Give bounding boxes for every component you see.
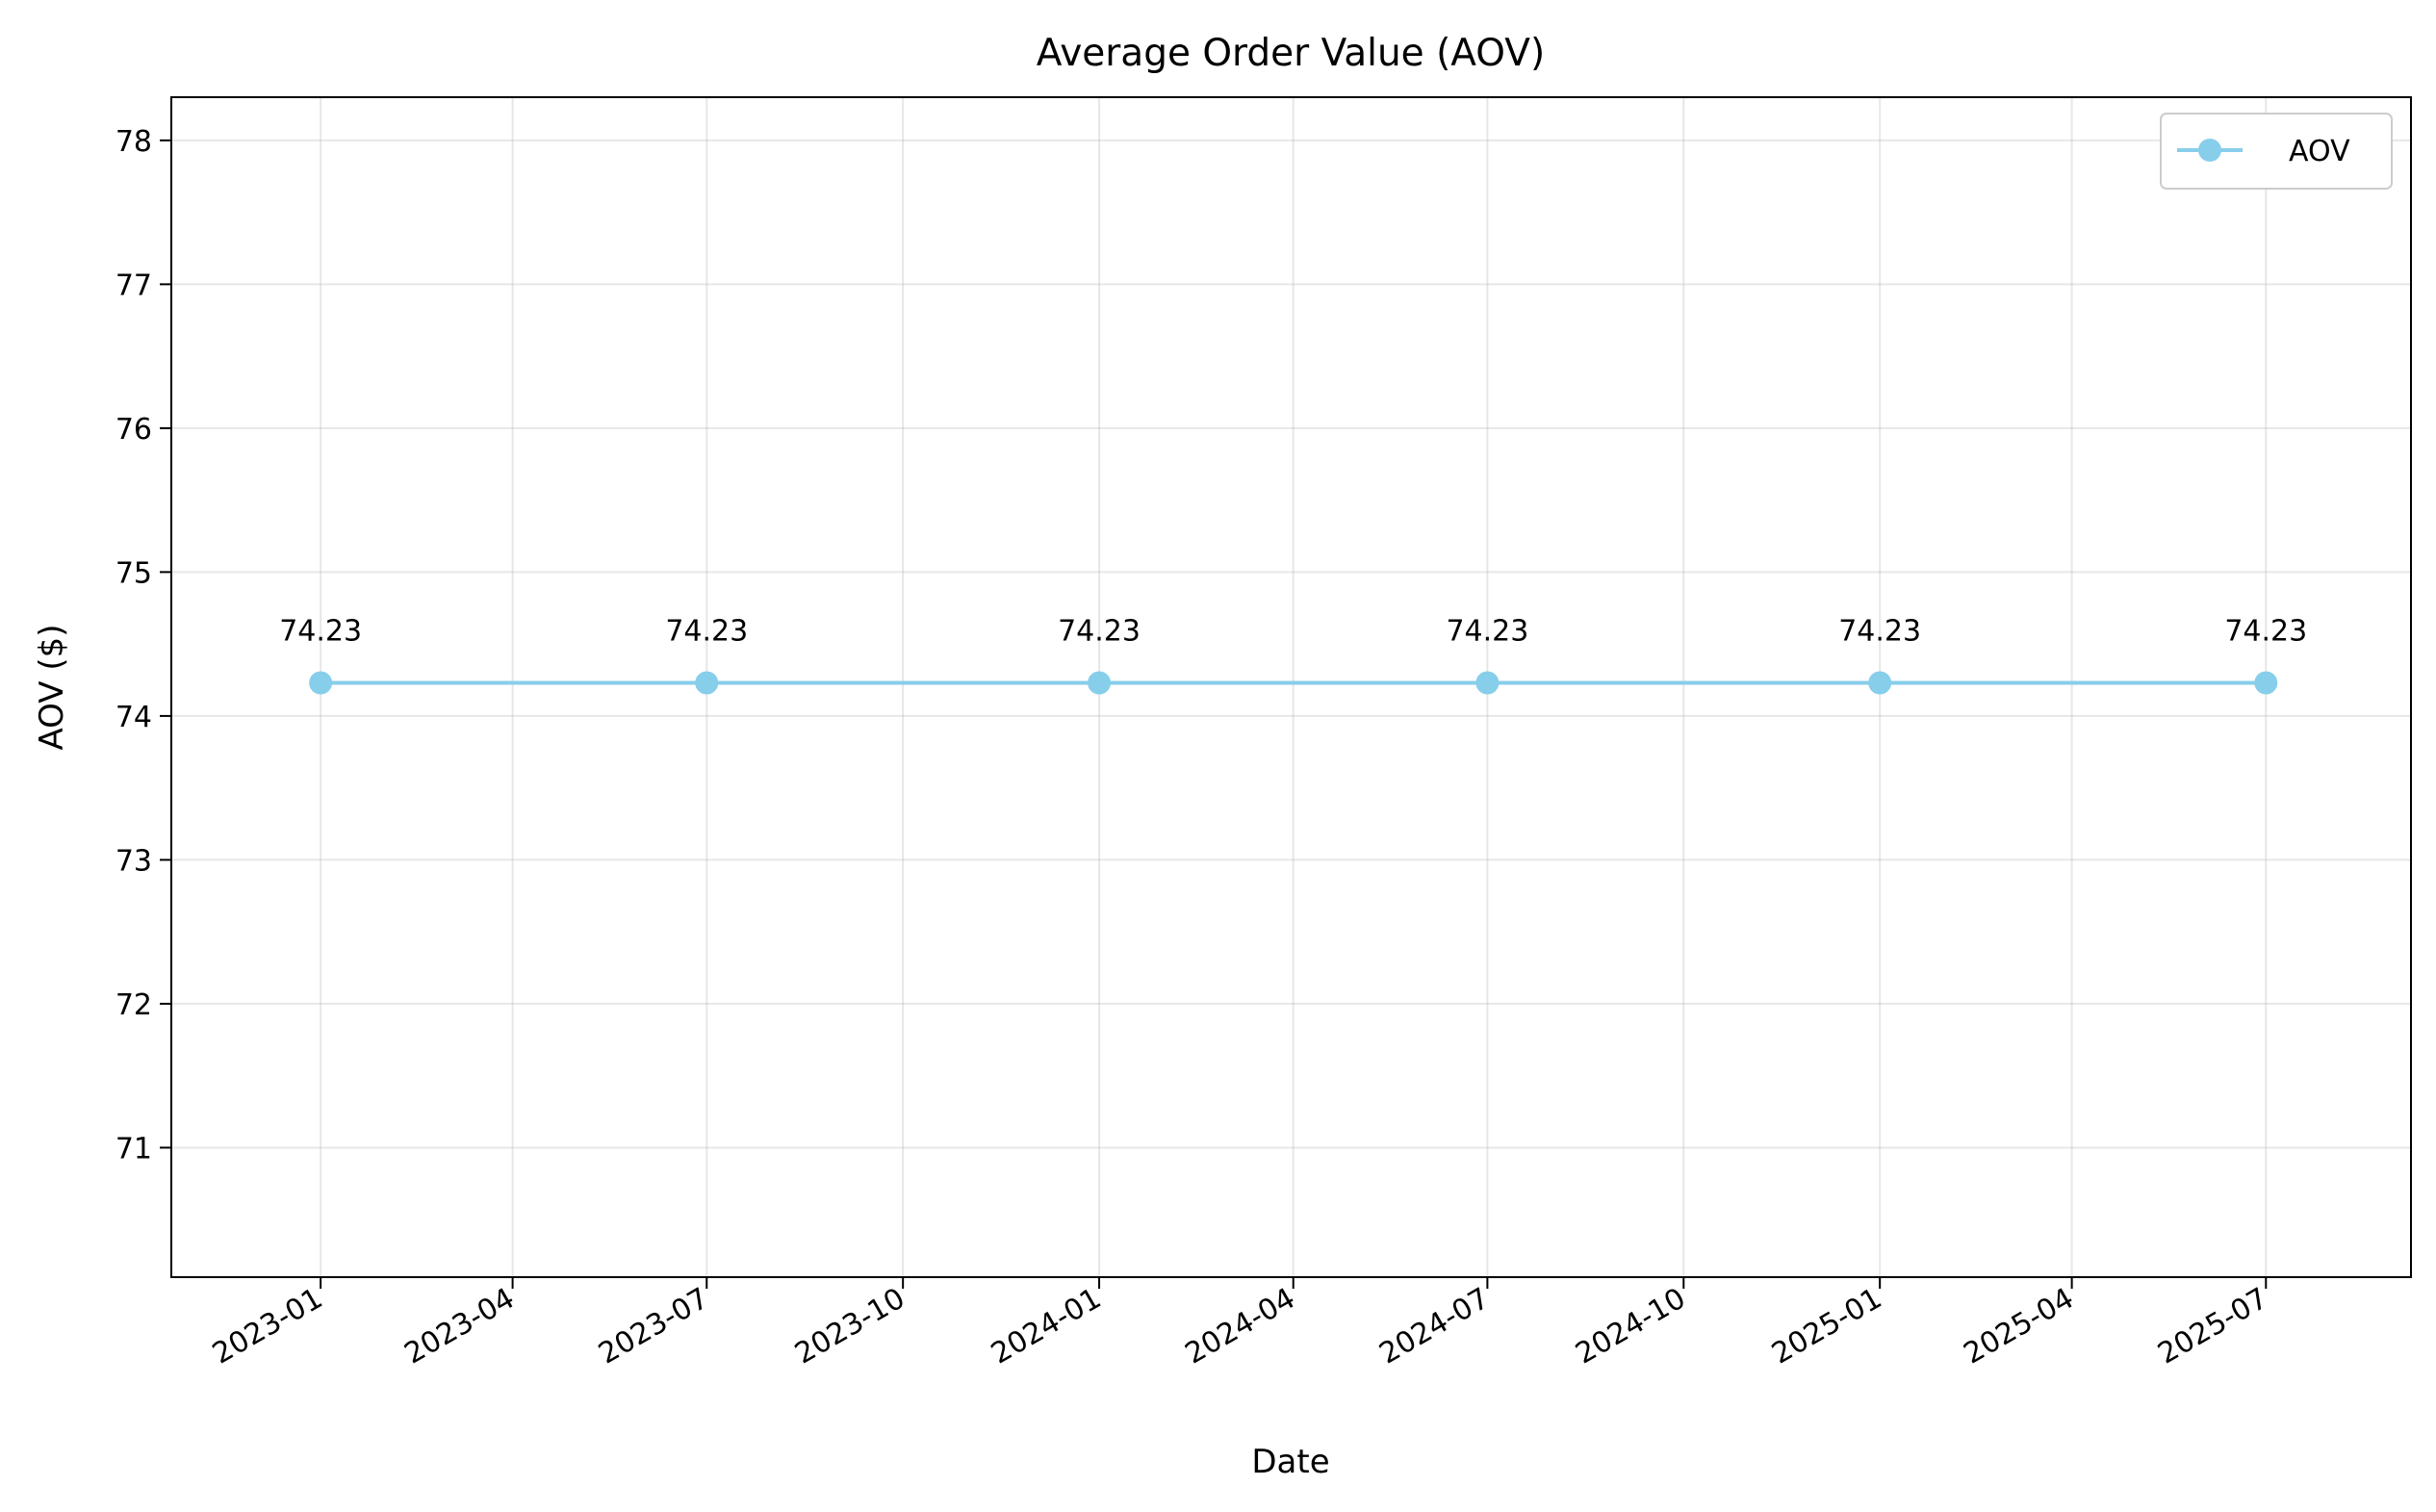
data-point: [1475, 671, 1500, 695]
y-axis-ticks: 71 72 73 74 75 76 77 78: [115, 125, 171, 1166]
x-tick-label: 2023-10: [789, 1282, 910, 1371]
x-axis-label: Date: [1251, 1443, 1329, 1481]
x-tick-label: 2025-01: [1766, 1282, 1887, 1371]
data-point: [1088, 671, 1112, 695]
data-label: 74.23: [1838, 615, 1921, 649]
plot-frame: [170, 96, 2412, 1278]
x-tick-label: 2024-07: [1373, 1282, 1495, 1371]
y-tick-label: 71: [115, 1132, 152, 1166]
grid-lines: [171, 97, 2411, 1277]
series-group: 74.23 74.23 74.23 74.23 74.23 74.23: [279, 615, 2307, 695]
x-tick-label: 2024-04: [1180, 1282, 1301, 1371]
y-tick-label: 78: [115, 125, 152, 159]
y-tick-label: 77: [115, 269, 152, 302]
y-tick-label: 72: [115, 988, 152, 1022]
x-tick-label: 2025-07: [2152, 1282, 2273, 1371]
data-point: [1868, 671, 1892, 695]
x-tick-label: 2023-04: [399, 1282, 521, 1371]
data-label: 74.23: [1058, 615, 1141, 649]
legend-label: AOV: [2289, 135, 2350, 168]
x-tick-label: 2023-07: [593, 1282, 714, 1371]
data-point: [2254, 671, 2278, 695]
chart-title: Average Order Value (AOV): [1037, 32, 1545, 75]
x-tick-label: 2024-01: [986, 1282, 1107, 1371]
y-axis-label: AOV ($): [33, 624, 71, 750]
data-point: [309, 671, 333, 695]
y-tick-label: 75: [115, 556, 152, 590]
data-label: 74.23: [2224, 615, 2307, 649]
x-tick-label: 2023-01: [207, 1282, 328, 1371]
legend-marker-swatch: [2198, 139, 2221, 162]
x-tick-label: 2025-04: [1959, 1282, 2080, 1371]
legend-box: [2160, 113, 2393, 190]
data-point: [695, 671, 719, 695]
legend: AOV: [2160, 113, 2393, 190]
y-tick-label: 76: [115, 413, 152, 447]
y-tick-label: 73: [115, 844, 152, 878]
y-tick-label: 74: [115, 701, 152, 734]
x-tick-label: 2024-10: [1570, 1282, 1691, 1371]
data-label: 74.23: [1446, 615, 1528, 649]
data-label: 74.23: [279, 615, 362, 649]
x-axis-ticks: 2023-01 2023-04 2023-07 2023-10 2024-01 2024-…: [207, 1277, 2273, 1371]
data-label: 74.23: [665, 615, 748, 649]
